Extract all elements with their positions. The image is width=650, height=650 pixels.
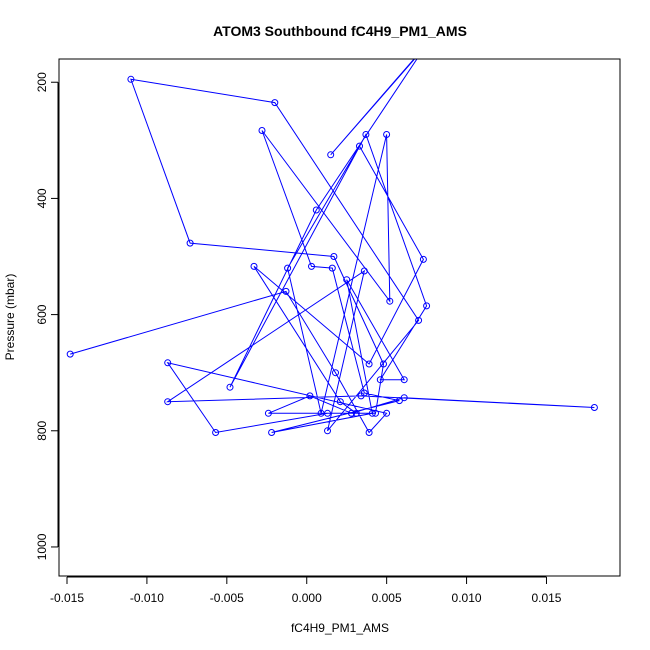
data-point [332,369,339,377]
data-point [380,360,387,368]
y-tick-label: 600 [35,304,49,324]
data-point [427,39,433,45]
data-point [360,267,368,275]
y-tick-label: 400 [35,188,49,208]
data-point [383,131,391,138]
plot-frame [58,58,621,577]
series-line [70,59,595,434]
data-point [368,409,376,417]
y-axis: 200 400 600 800 1000 [35,72,59,560]
data-point [376,376,384,384]
data-point [271,99,279,107]
data-point [226,383,234,391]
data-point [352,409,360,417]
data-point [400,394,408,402]
data-point [312,206,320,214]
x-tick-label: 0.015 [531,591,561,605]
data-point [306,392,314,400]
data-point [324,409,331,417]
data-point [356,142,363,150]
y-axis-label: Pressure (mbar) [3,274,17,361]
data-point [127,75,135,83]
data-point [365,429,373,436]
x-tick-label: 0.010 [452,591,482,605]
data-point [264,409,272,417]
data-point [308,262,315,270]
data-point [258,127,266,134]
y-tick-label: 800 [35,420,49,440]
data-point [400,376,408,384]
plot-area [66,39,598,436]
x-axis-label: fC4H9_PM1_AMS [291,621,389,635]
data-point [328,264,336,272]
data-point [164,359,172,367]
data-point [419,255,427,263]
data-point [590,404,598,411]
data-point [386,297,394,305]
data-point [186,239,194,247]
data-point [336,398,344,406]
data-point [343,276,351,284]
data-point [415,316,423,324]
x-tick-label: -0.010 [130,591,164,605]
data-point [268,429,276,436]
data-point [348,409,355,417]
data-point [282,287,290,295]
data-point [164,398,172,406]
x-tick-label: 0.000 [292,591,322,605]
data-point [66,350,74,358]
y-tick-label: 200 [35,72,49,92]
data-point [284,264,292,272]
data-point [250,262,258,270]
x-tick-label: -0.005 [210,591,244,605]
data-point [423,302,431,310]
data-point [330,253,338,260]
y-tick-label: 1000 [35,533,49,560]
x-axis: -0.015 -0.010 -0.005 0.000 0.005 0.010 0.015 [50,576,562,605]
chart-title: ATOM3 Southbound fC4H9_PM1_AMS [213,23,467,39]
data-point [324,427,331,435]
x-tick-label: -0.015 [50,591,84,605]
data-point [383,409,391,417]
data-point [212,429,220,436]
x-tick-label: 0.005 [372,591,402,605]
data-point [327,151,335,159]
data-point [372,409,379,417]
data-point [362,131,370,138]
data-point [357,392,365,400]
data-point [424,42,430,48]
data-point [365,360,373,368]
